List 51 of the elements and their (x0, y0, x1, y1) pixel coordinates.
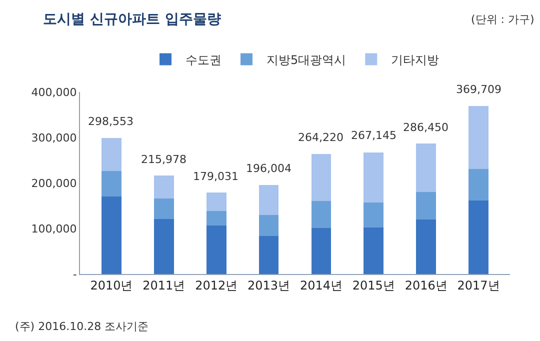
total-label: 215,978 (141, 153, 186, 166)
legend-label: 수도권 (186, 52, 222, 67)
bar (364, 202, 384, 228)
bar (102, 171, 122, 197)
bar (311, 228, 332, 274)
y-tick-label: - (72, 268, 77, 281)
y-tick-label: 300,000 (31, 131, 77, 144)
bar (206, 192, 226, 211)
y-tick-label: 100,000 (31, 222, 77, 236)
total-label: 298,553 (88, 115, 134, 128)
bar (416, 219, 436, 274)
bar (311, 201, 332, 228)
bar (468, 168, 488, 200)
bar (258, 184, 279, 215)
x-tick-label: 2014년 (300, 278, 342, 292)
x-tick-label: 2017년 (457, 278, 500, 292)
total-label: 286,450 (403, 121, 448, 134)
bar (258, 214, 279, 236)
bar (468, 106, 488, 169)
y-tick-label: 200,000 (31, 176, 77, 190)
total-label: 369,709 (456, 83, 502, 96)
total-label: 179,031 (193, 170, 238, 183)
x-tick-label: 2016년 (404, 278, 448, 292)
x-tick-label: 2010년 (90, 278, 133, 292)
x-tick-label: 2011년 (142, 278, 186, 292)
bar (102, 196, 122, 274)
bar (206, 225, 226, 274)
total-label: 196,004 (246, 162, 292, 175)
legend-label: 기타지방 (391, 52, 440, 67)
bar (311, 154, 332, 202)
bar (416, 144, 436, 192)
x-tick-label: 2015년 (352, 278, 395, 292)
total-label: 264,220 (298, 131, 344, 144)
text: (주) 2016.10.28 조사기준 (15, 320, 149, 333)
total-label: 267,145 (351, 129, 396, 142)
bar (468, 200, 488, 274)
chart-title: 도시별 신규아파트 입주물량 (43, 11, 221, 28)
legend-label: 지방5대광역시 (266, 52, 346, 67)
bar (206, 210, 226, 226)
x-tick-label: 2012년 (195, 278, 238, 292)
bar (154, 198, 174, 219)
y-tick-label: 400,000 (31, 86, 77, 99)
bar (154, 176, 174, 198)
bar (102, 138, 122, 172)
x-tick-label: 2013년 (248, 278, 290, 292)
bar (258, 236, 279, 274)
bar (364, 152, 384, 203)
text: (단위 : 가구) (471, 13, 534, 26)
bar (364, 228, 384, 274)
bar (416, 192, 436, 220)
bar (154, 218, 174, 274)
